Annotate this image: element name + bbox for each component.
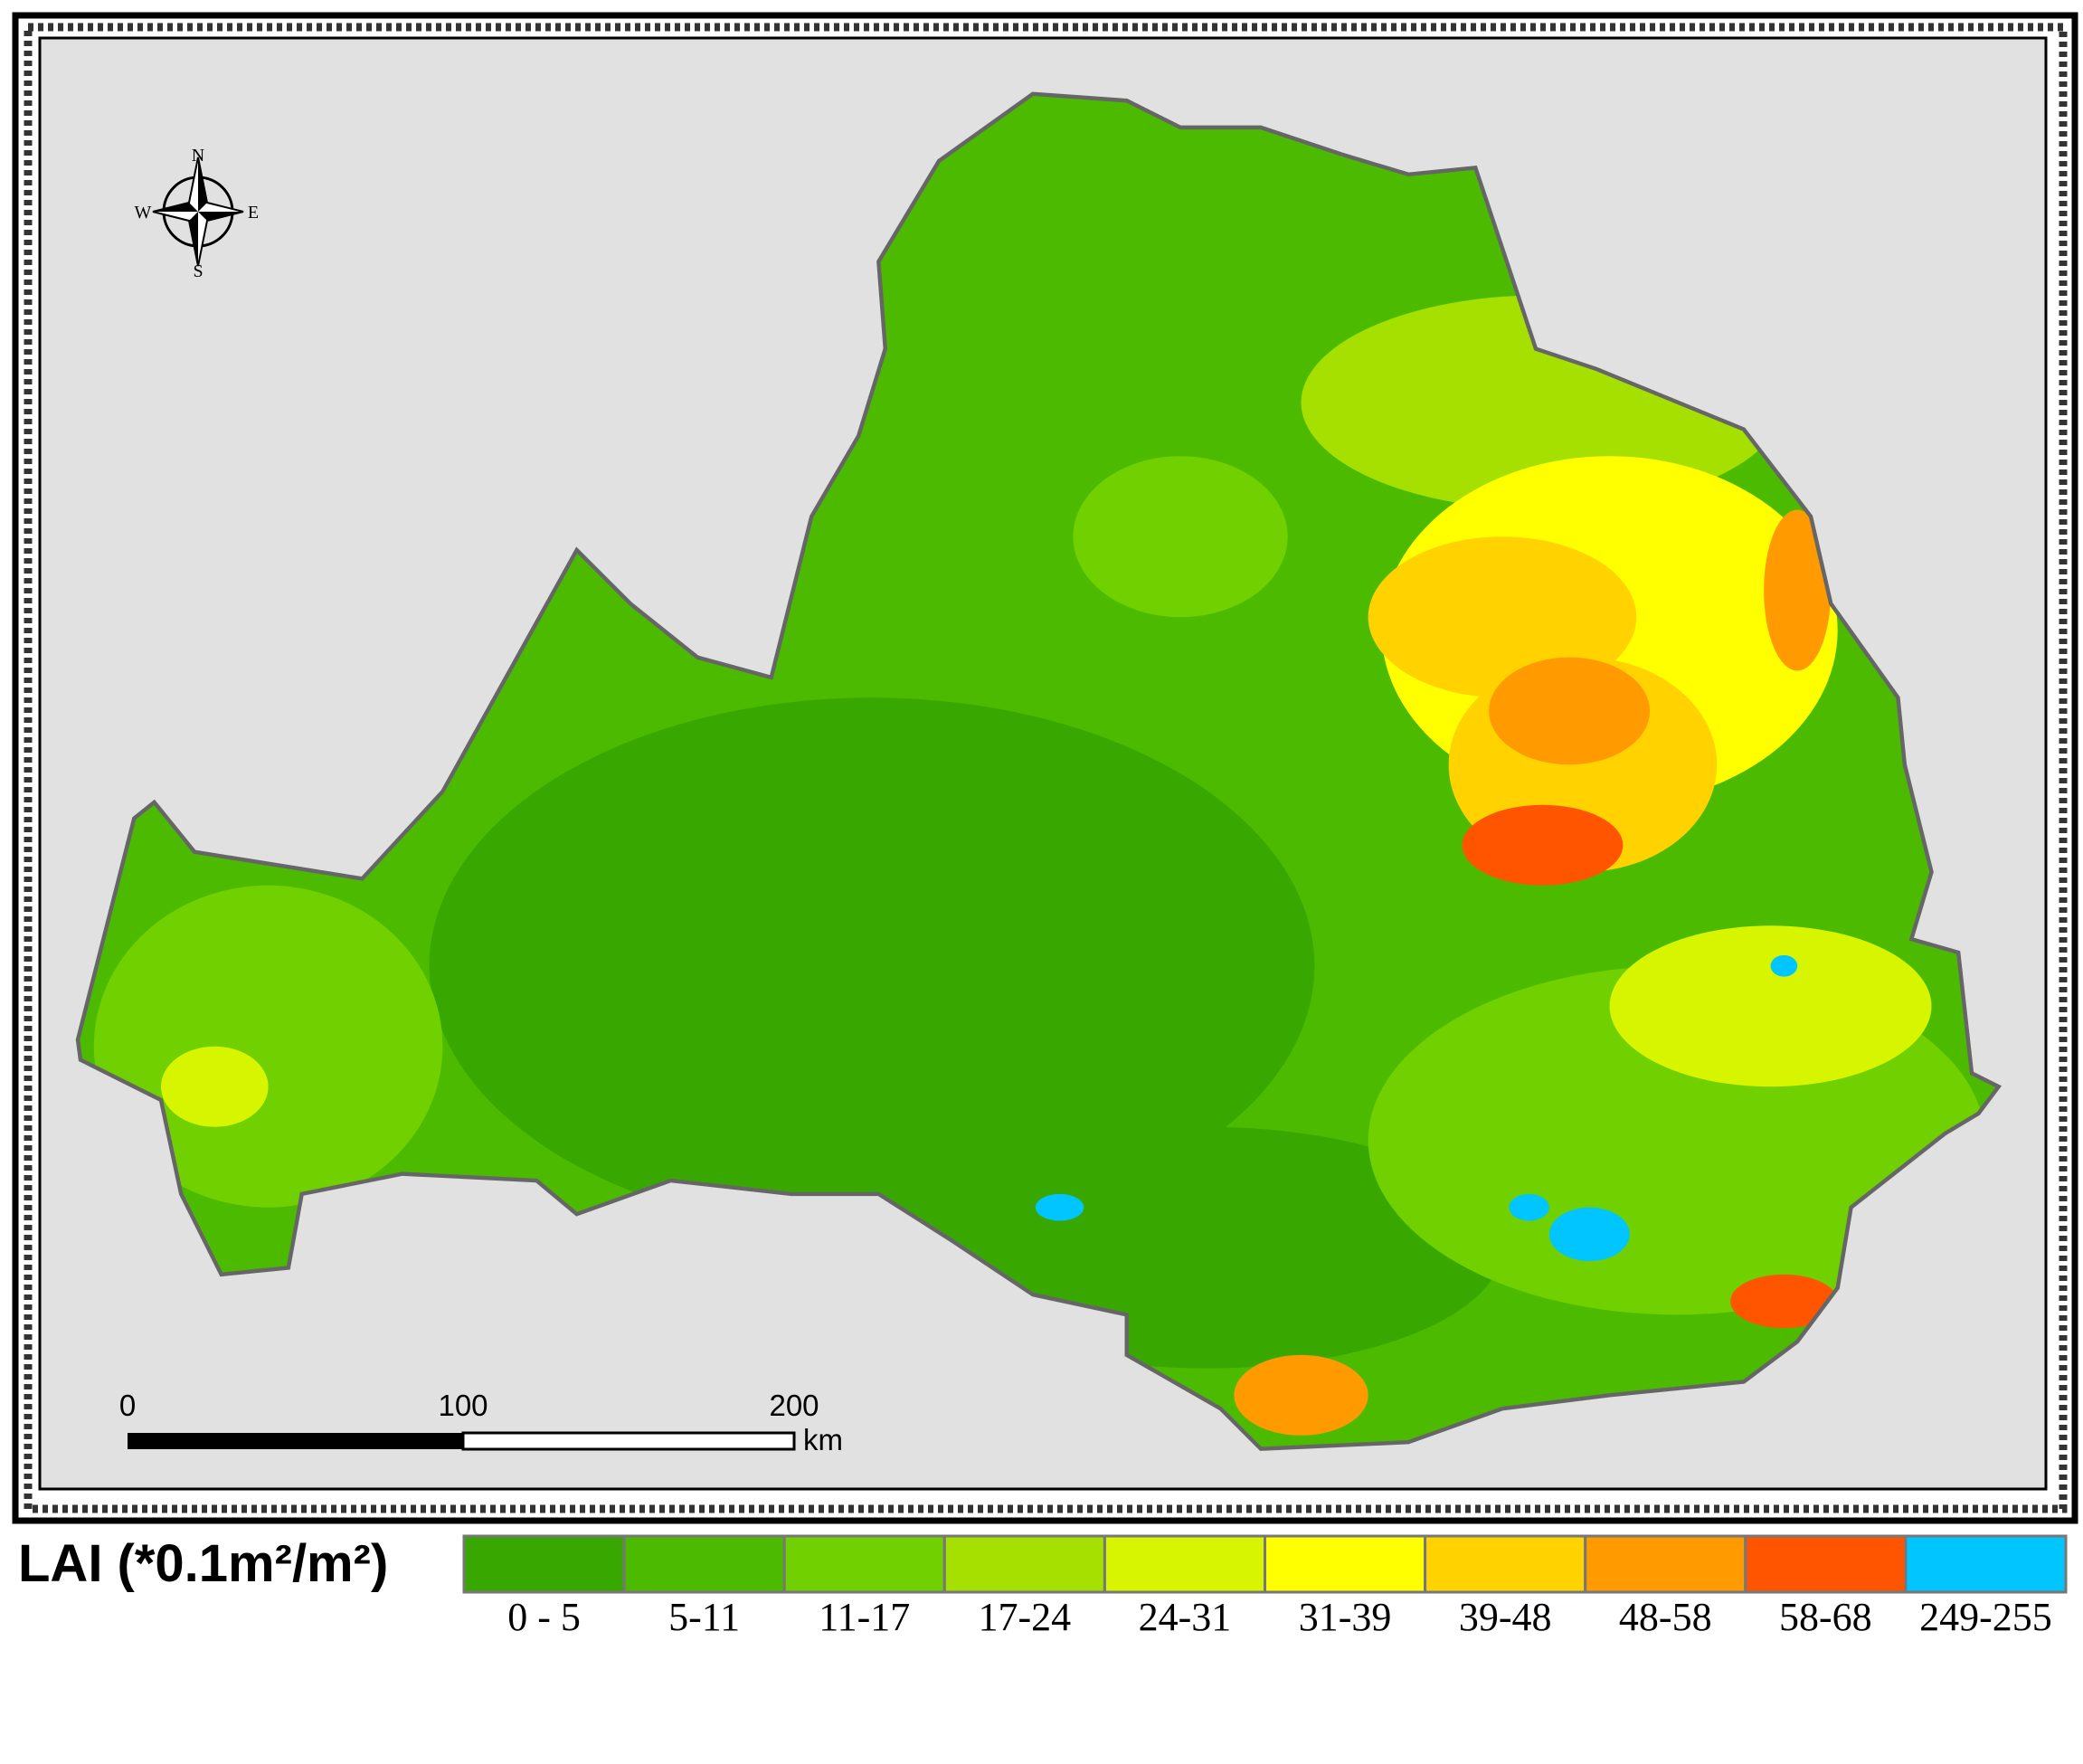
compass-north: N (192, 146, 204, 166)
legend-label: 17-24 (979, 1595, 1072, 1639)
raster-patch (1548, 1207, 1630, 1262)
raster-patch (1035, 1193, 1084, 1221)
raster-patch (93, 885, 443, 1208)
scale-segment (128, 1433, 463, 1449)
compass-west: W (135, 203, 152, 223)
legend: LAI (*0.1m²/m²) 0 - 5 5-11 11-17 17-24 24-31… (18, 1534, 2068, 1639)
outer-frame (12, 12, 2078, 1524)
raster-patch (429, 697, 1315, 1235)
raster-patch (160, 1046, 269, 1127)
legend-swatch (622, 1534, 786, 1594)
legend-title: LAI (*0.1m²/m²) (18, 1534, 388, 1593)
compass: N E S W (135, 146, 260, 281)
legend-swatch (1584, 1534, 1747, 1594)
scale-label: 200 (769, 1389, 819, 1422)
scale-unit: km (803, 1423, 843, 1456)
scale-label: 100 (438, 1389, 488, 1422)
frame-ornament (24, 23, 2068, 1513)
raster-patch (1730, 1274, 1838, 1329)
legend-label: 24-31 (1139, 1595, 1232, 1639)
compass-star (198, 212, 243, 221)
compass-star (153, 203, 198, 212)
legend-swatch (462, 1534, 626, 1594)
raster-patch (1609, 925, 1932, 1087)
legend-label: 39-48 (1459, 1595, 1552, 1639)
legend-swatch (782, 1534, 946, 1594)
raster-patch (1770, 954, 1798, 977)
raster-patch (1509, 1193, 1549, 1221)
legend-swatch (1744, 1534, 1908, 1594)
legend-label: 0 - 5 (507, 1595, 581, 1639)
raster-patch (1234, 1354, 1368, 1436)
legend-swatch (1424, 1534, 1587, 1594)
compass-east: E (248, 203, 259, 223)
legend-label: 249-255 (1919, 1595, 2052, 1639)
legend-label: 11-17 (819, 1595, 910, 1639)
legend-label: 48-58 (1619, 1595, 1712, 1639)
compass-south: S (193, 261, 203, 281)
scale-segment (461, 1431, 796, 1451)
scale-label: 0 (119, 1389, 136, 1422)
legend-swatch (942, 1534, 1106, 1594)
raster-patch (1764, 509, 1832, 671)
raster-patch (1073, 456, 1288, 618)
legend-swatch (1904, 1534, 2068, 1594)
legend-label: 31-39 (1299, 1595, 1392, 1639)
raster-patch (1462, 804, 1624, 886)
scale-bar: 0 100 200 km (119, 1389, 843, 1456)
region-outline (75, 91, 2003, 1451)
compass-star (198, 157, 207, 212)
legend-label: 5-11 (668, 1595, 740, 1639)
legend-swatch (1103, 1534, 1267, 1594)
raster-patch (1489, 657, 1651, 765)
legend-label: 58-68 (1779, 1595, 1872, 1639)
legend-swatch (1264, 1534, 1427, 1594)
compass-star (189, 212, 198, 266)
